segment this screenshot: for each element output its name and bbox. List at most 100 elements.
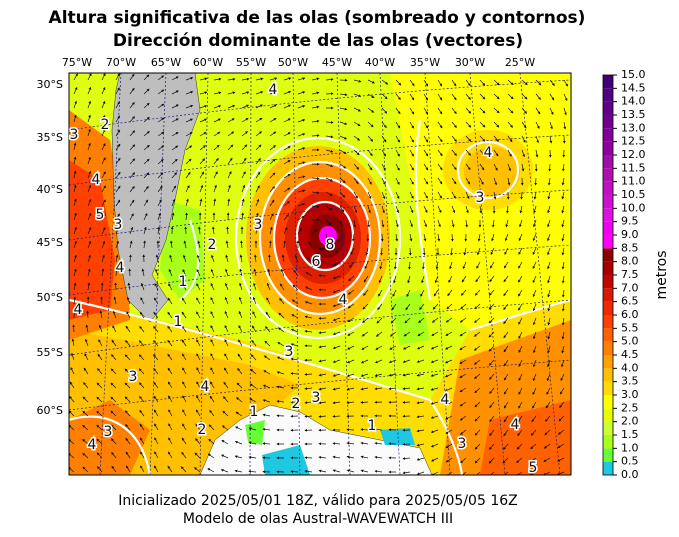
vector xyxy=(143,185,149,193)
vector xyxy=(547,219,551,228)
vector xyxy=(445,415,453,420)
vector xyxy=(479,121,486,128)
vector xyxy=(297,203,306,207)
vector xyxy=(362,303,369,310)
vector xyxy=(115,101,120,109)
vector xyxy=(210,297,215,305)
colorbar-tick-label: 15.0 xyxy=(621,68,646,81)
vector xyxy=(488,345,495,352)
vector xyxy=(101,240,106,249)
vector xyxy=(459,373,467,378)
vector xyxy=(168,395,173,403)
colorbar-segment xyxy=(603,301,613,315)
colorbar-segment xyxy=(603,141,613,155)
vector xyxy=(504,233,509,242)
vector xyxy=(129,254,132,263)
vector xyxy=(465,177,471,185)
vector xyxy=(409,191,414,199)
vector xyxy=(367,219,371,228)
vector xyxy=(367,191,372,200)
vector xyxy=(82,424,89,431)
vector xyxy=(213,91,222,95)
vector xyxy=(73,114,77,123)
vector xyxy=(181,451,187,459)
vector xyxy=(112,310,117,319)
vector xyxy=(125,437,131,445)
vector xyxy=(503,415,509,423)
vector xyxy=(530,429,537,436)
vector xyxy=(113,296,117,305)
vector xyxy=(110,424,117,431)
contour-label: 4 xyxy=(74,302,83,318)
vector xyxy=(185,145,193,151)
vector xyxy=(547,205,551,214)
vector xyxy=(181,339,187,347)
contour-label: 1 xyxy=(368,418,377,434)
vector xyxy=(101,171,106,179)
vector xyxy=(374,441,383,445)
vector xyxy=(503,373,509,381)
vector xyxy=(222,410,229,417)
vector xyxy=(460,457,467,464)
vector xyxy=(249,398,257,403)
colorbar-tick-label: 6.5 xyxy=(621,295,639,308)
vector xyxy=(266,282,271,291)
vector xyxy=(115,213,120,221)
vector xyxy=(241,184,246,193)
vector xyxy=(388,387,397,391)
vector xyxy=(241,118,249,123)
contour-label: 2 xyxy=(198,422,207,438)
colorbar-tick-label: 0.5 xyxy=(621,455,639,468)
vector xyxy=(521,163,525,172)
contour-label: 4 xyxy=(201,379,210,395)
vector xyxy=(269,186,275,193)
colorbar-tick-label: 10.0 xyxy=(621,201,646,214)
vector xyxy=(437,135,443,143)
vector xyxy=(367,149,373,157)
contour-label: 3 xyxy=(70,127,79,143)
vector xyxy=(392,289,397,297)
vector xyxy=(561,303,565,312)
vector xyxy=(297,105,306,109)
vector xyxy=(141,282,145,291)
vector xyxy=(489,415,495,423)
vector xyxy=(563,79,568,87)
vector xyxy=(185,158,192,165)
colorbar-segment xyxy=(603,368,613,382)
vector xyxy=(374,359,383,364)
vector xyxy=(125,424,131,431)
vector xyxy=(475,275,481,283)
vector xyxy=(445,471,453,475)
vector xyxy=(194,467,201,473)
vector xyxy=(460,471,467,475)
vector xyxy=(416,373,425,377)
vector xyxy=(547,331,551,340)
vector xyxy=(171,118,179,123)
vector xyxy=(227,144,234,151)
vector xyxy=(129,144,136,151)
vector xyxy=(210,381,215,389)
vector xyxy=(318,401,327,405)
vector xyxy=(248,441,257,445)
vector xyxy=(262,384,271,389)
vector xyxy=(353,135,361,141)
vector xyxy=(489,443,495,450)
vector xyxy=(252,296,257,305)
vector xyxy=(227,91,236,95)
vector xyxy=(547,359,551,368)
lat-label: 50°S xyxy=(37,291,63,304)
vector xyxy=(561,331,565,340)
vector xyxy=(73,142,77,151)
vector xyxy=(518,387,523,395)
vector xyxy=(353,121,361,127)
colorbar-segment xyxy=(603,328,613,342)
vector xyxy=(521,135,526,143)
vector xyxy=(409,205,414,214)
vector xyxy=(381,79,389,85)
vector xyxy=(451,149,457,156)
vector xyxy=(311,205,320,208)
vector xyxy=(416,457,425,461)
vector xyxy=(111,339,117,347)
vector xyxy=(409,163,414,171)
